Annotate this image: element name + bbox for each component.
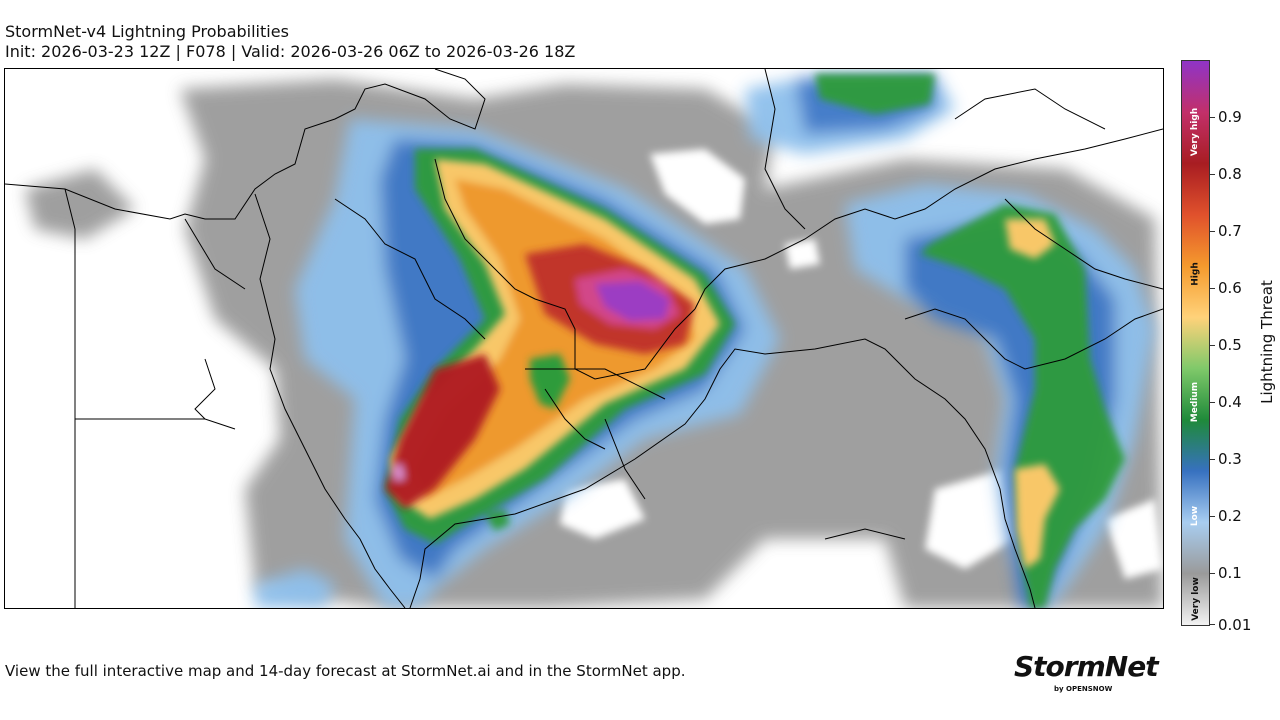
coastlines-and-borders [5, 69, 1163, 608]
colorbar-tick [1209, 459, 1215, 460]
colorbar: Very high High Medium Low Very low [1181, 60, 1210, 626]
colorbar-tick-label: 0.3 [1218, 450, 1242, 468]
lightning-probability-map[interactable] [4, 68, 1164, 609]
colorbar-tick-label: 0.7 [1218, 222, 1242, 240]
category-label: Low [1190, 505, 1201, 527]
colorbar-tick [1209, 516, 1215, 517]
category-label: Very high [1190, 107, 1201, 157]
colorbar-gradient [1182, 61, 1209, 625]
colorbar-tick [1209, 573, 1215, 574]
brand-name: StormNet [1014, 650, 1159, 683]
colorbar-tick-label: 0.01 [1218, 616, 1252, 634]
chart-title: StormNet-v4 Lightning Probabilities [5, 22, 289, 41]
colorbar-category-high: High [1182, 203, 1209, 345]
colorbar-tick [1209, 402, 1215, 403]
colorbar-tick-label: 0.6 [1218, 279, 1242, 297]
colorbar-tick-label: 0.4 [1218, 393, 1242, 411]
colorbar-tick [1209, 345, 1215, 346]
very-high-threat-area [385, 244, 695, 509]
category-label: Very low [1190, 577, 1201, 621]
colorbar-title: Lightning Threat [1258, 280, 1276, 404]
medium-threat-pocket [530, 354, 570, 409]
colorbar-category-very-low: Very low [1182, 573, 1209, 625]
no-threat-area [560, 149, 1163, 579]
colorbar-tick [1209, 231, 1215, 232]
brand-subtitle: by OPENSNOW [1054, 685, 1113, 693]
colorbar-tick [1209, 174, 1215, 175]
category-label: High [1190, 262, 1201, 286]
colorbar-tick [1209, 624, 1215, 625]
colorbar-tick [1209, 117, 1215, 118]
category-label: Medium [1190, 381, 1201, 423]
colorbar-tick-label: 0.2 [1218, 507, 1242, 525]
chart-subtitle: Init: 2026-03-23 12Z | F078 | Valid: 202… [5, 42, 576, 61]
footer-note: View the full interactive map and 14-day… [5, 662, 686, 680]
brand-logo: StormNet by OPENSNOW [1014, 650, 1164, 694]
colorbar-tick-label: 0.8 [1218, 165, 1242, 183]
map-canvas [5, 69, 1163, 608]
colorbar-category-medium: Medium [1182, 345, 1209, 459]
colorbar-category-low: Low [1182, 459, 1209, 573]
colorbar-tick [1209, 288, 1215, 289]
colorbar-category-very-high: Very high [1182, 61, 1209, 203]
colorbar-tick-label: 0.5 [1218, 336, 1242, 354]
colorbar-tick-label: 0.1 [1218, 564, 1242, 582]
colorbar-tick-label: 0.9 [1218, 108, 1242, 126]
